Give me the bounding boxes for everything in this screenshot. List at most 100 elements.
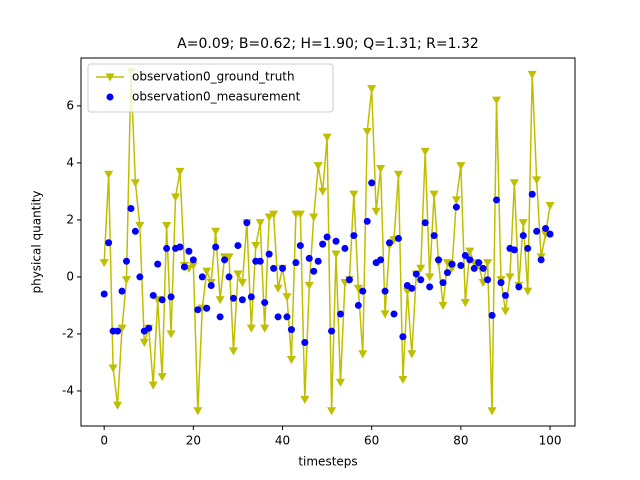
- marker: [269, 210, 279, 219]
- point: [221, 256, 229, 264]
- point: [225, 273, 233, 281]
- point: [283, 313, 291, 321]
- point: [270, 264, 278, 272]
- point: [287, 326, 295, 334]
- marker: [295, 210, 305, 219]
- plot-frame: [80, 57, 576, 427]
- point: [149, 291, 157, 299]
- point: [363, 217, 371, 225]
- point: [368, 179, 376, 187]
- marker: [362, 127, 372, 137]
- legend-box: [87, 63, 334, 113]
- point: [234, 242, 242, 250]
- point: [336, 310, 344, 318]
- chart-title: A=0.09; B=0.62; H=1.90; Q=1.31; R=1.32: [177, 36, 479, 52]
- point: [212, 243, 220, 251]
- point: [475, 259, 483, 267]
- point: [488, 311, 496, 319]
- point: [127, 205, 135, 213]
- point: [515, 283, 523, 291]
- point: [261, 299, 269, 307]
- marker: [509, 179, 519, 188]
- marker: [157, 373, 167, 382]
- marker: [376, 164, 386, 174]
- marker: [420, 147, 430, 156]
- point: [136, 273, 144, 281]
- marker: [532, 176, 542, 185]
- marker: [108, 364, 118, 373]
- marker: [237, 279, 247, 288]
- point: [408, 284, 416, 292]
- point: [145, 324, 153, 332]
- point: [332, 237, 340, 245]
- point: [345, 276, 353, 284]
- point: [176, 243, 184, 251]
- point: [417, 276, 425, 284]
- marker: [545, 202, 555, 211]
- marker: [358, 350, 368, 359]
- point: [167, 293, 175, 301]
- y-tick-label: 2: [66, 212, 74, 226]
- point: [163, 244, 171, 252]
- point: [122, 257, 130, 265]
- point: [207, 281, 215, 289]
- point: [216, 313, 224, 321]
- marker: [273, 284, 283, 293]
- point: [542, 224, 550, 232]
- point: [448, 260, 456, 268]
- marker: [438, 301, 448, 310]
- legend-label: observation0_ground_truth: [132, 70, 295, 84]
- marker: [193, 407, 203, 416]
- marker: [465, 247, 475, 256]
- marker: [447, 264, 457, 273]
- y-tick-label: 4: [66, 155, 74, 169]
- point: [314, 257, 322, 265]
- point: [439, 279, 447, 287]
- point: [310, 267, 318, 275]
- point: [546, 230, 554, 238]
- marker: [246, 324, 256, 333]
- marker: [318, 187, 328, 196]
- marker: [349, 190, 359, 199]
- marker: [175, 167, 185, 176]
- point: [479, 264, 487, 272]
- point: [426, 283, 434, 291]
- marker: [500, 307, 510, 316]
- point: [359, 287, 367, 295]
- point: [484, 276, 492, 284]
- x-axis-label: timesteps: [298, 455, 357, 469]
- point: [390, 310, 398, 318]
- marker: [527, 70, 537, 80]
- point: [412, 270, 420, 278]
- y-tick-label: 0: [66, 269, 74, 283]
- point: [319, 240, 327, 248]
- marker: [309, 213, 319, 222]
- marker: [255, 219, 265, 228]
- point: [510, 246, 518, 254]
- point: [493, 196, 501, 204]
- marker: [487, 407, 497, 416]
- marker: [416, 264, 426, 273]
- point: [386, 239, 394, 247]
- marker: [99, 259, 109, 268]
- point: [296, 242, 304, 250]
- marker: [148, 381, 158, 390]
- point: [105, 239, 113, 247]
- point: [292, 259, 300, 267]
- marker: [121, 276, 131, 285]
- point: [243, 219, 251, 227]
- point: [256, 257, 264, 265]
- marker: [162, 222, 172, 231]
- x-tick-label: 100: [539, 434, 562, 448]
- point: [457, 262, 465, 270]
- marker: [130, 179, 140, 188]
- point: [461, 252, 469, 260]
- point: [430, 232, 438, 240]
- marker: [451, 196, 461, 205]
- marker: [393, 170, 403, 179]
- marker: [313, 162, 323, 171]
- marker: [113, 401, 123, 410]
- marker: [442, 259, 452, 268]
- point: [328, 327, 336, 335]
- point: [194, 306, 202, 314]
